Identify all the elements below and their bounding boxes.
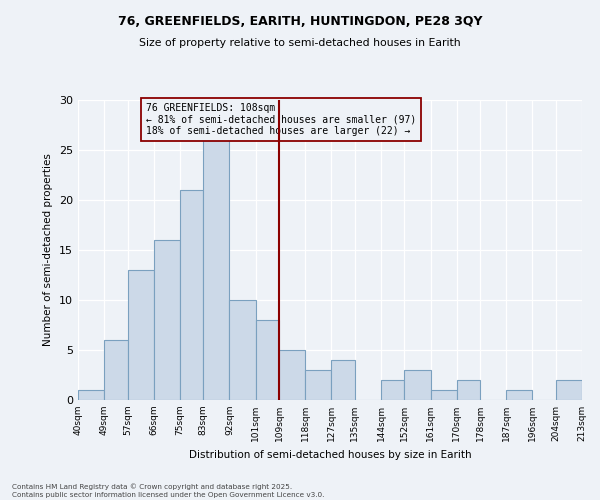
Text: Contains HM Land Registry data © Crown copyright and database right 2025.
Contai: Contains HM Land Registry data © Crown c…: [12, 484, 325, 498]
Text: 76, GREENFIELDS, EARITH, HUNTINGDON, PE28 3QY: 76, GREENFIELDS, EARITH, HUNTINGDON, PE2…: [118, 15, 482, 28]
Bar: [457, 380, 480, 400]
Text: 76 GREENFIELDS: 108sqm
← 81% of semi-detached houses are smaller (97)
18% of sem: 76 GREENFIELDS: 108sqm ← 81% of semi-det…: [146, 103, 416, 136]
Y-axis label: Number of semi-detached properties: Number of semi-detached properties: [43, 154, 53, 346]
Bar: [431, 390, 457, 400]
Bar: [381, 380, 404, 400]
Bar: [229, 300, 256, 400]
Bar: [203, 140, 229, 400]
Bar: [404, 370, 431, 400]
Bar: [78, 390, 104, 400]
Bar: [154, 240, 180, 400]
Bar: [180, 190, 203, 400]
Bar: [305, 370, 331, 400]
Bar: [506, 390, 532, 400]
Bar: [279, 350, 305, 400]
Bar: [128, 270, 154, 400]
X-axis label: Distribution of semi-detached houses by size in Earith: Distribution of semi-detached houses by …: [188, 450, 472, 460]
Text: Size of property relative to semi-detached houses in Earith: Size of property relative to semi-detach…: [139, 38, 461, 48]
Bar: [331, 360, 355, 400]
Bar: [556, 380, 582, 400]
Bar: [104, 340, 128, 400]
Bar: [256, 320, 279, 400]
